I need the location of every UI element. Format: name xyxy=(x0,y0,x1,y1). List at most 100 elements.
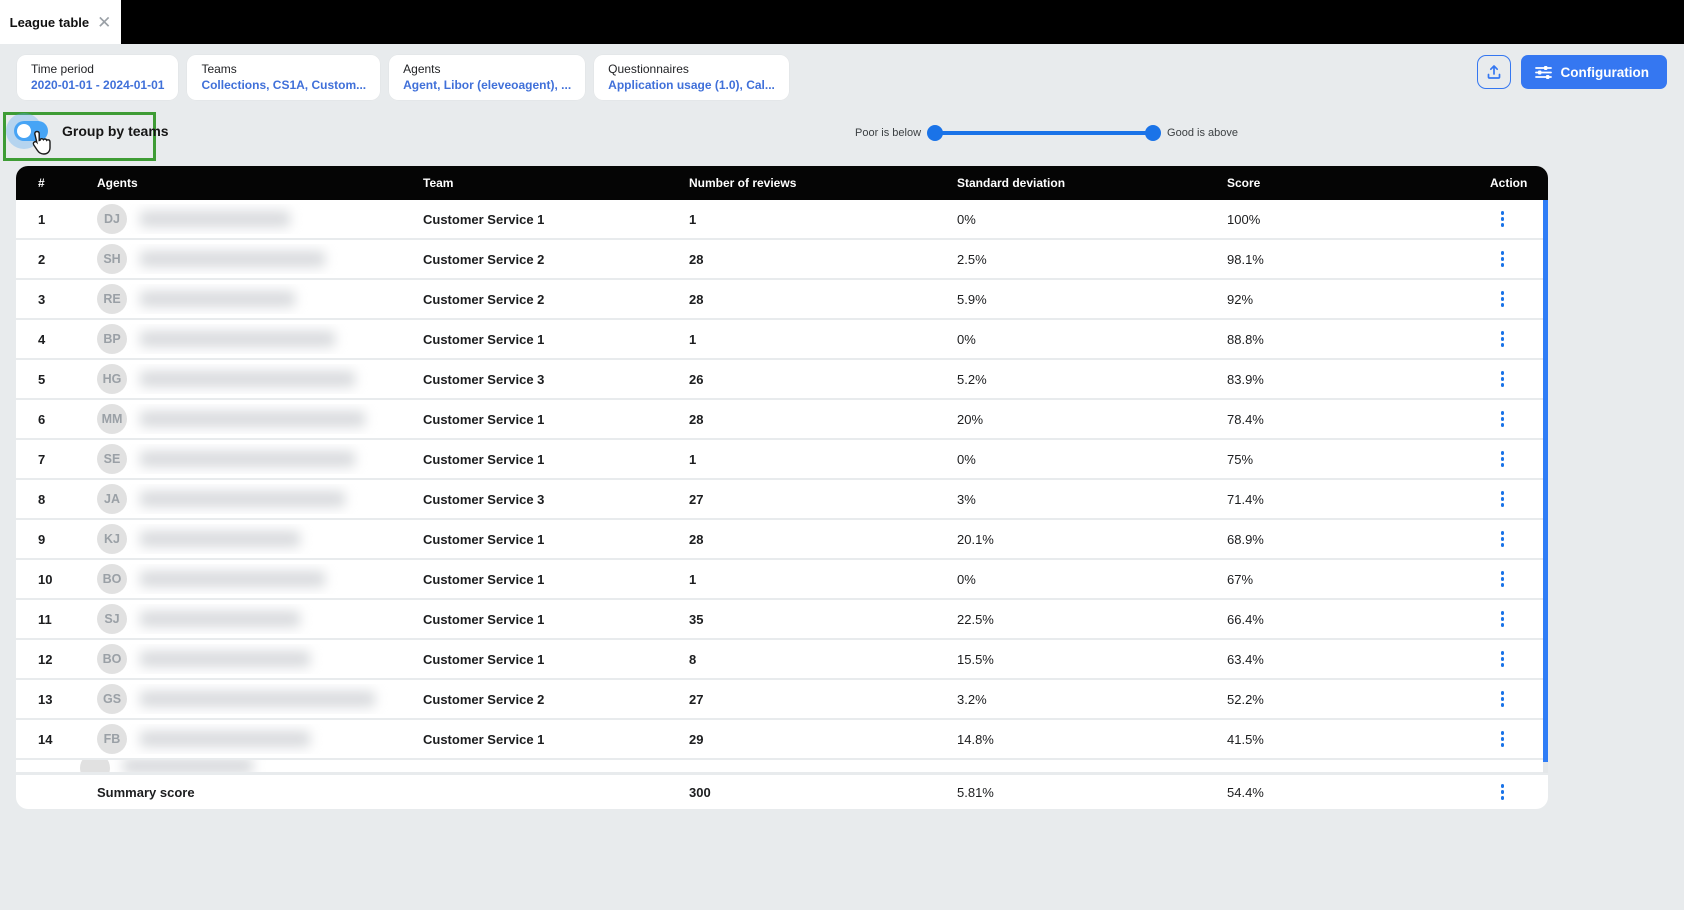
stddev-cell: 0% xyxy=(957,451,976,467)
reviews-cell: 35 xyxy=(689,611,704,627)
export-button[interactable] xyxy=(1476,55,1511,89)
score-cell: 83.9% xyxy=(1227,371,1264,387)
action-cell xyxy=(1473,208,1548,230)
agent-name-redacted xyxy=(140,291,295,307)
row-rank: 1 xyxy=(38,211,46,227)
row-actions-menu-icon[interactable] xyxy=(1490,288,1515,310)
action-cell xyxy=(1473,448,1548,470)
row-actions-menu-icon[interactable] xyxy=(1490,408,1515,430)
row-actions-menu-icon[interactable] xyxy=(1490,688,1515,710)
table-row: 7 SE Customer Service 1 1 0% 75% xyxy=(16,440,1548,478)
row-actions-menu-icon[interactable] xyxy=(1490,368,1515,390)
toggle-knob xyxy=(17,124,31,138)
group-by-teams-toggle[interactable] xyxy=(6,113,48,149)
score-cell: 92% xyxy=(1227,291,1254,307)
reviews-cell: 28 xyxy=(689,291,704,307)
agent-name-redacted xyxy=(140,531,300,547)
reviews-cell: 8 xyxy=(689,651,697,667)
close-icon[interactable]: ✕ xyxy=(97,12,112,32)
action-cell xyxy=(1473,528,1548,550)
stddev-cell: 2.5% xyxy=(957,251,987,267)
stddev-cell: 22.5% xyxy=(957,611,994,627)
team-cell: Customer Service 1 xyxy=(423,571,545,587)
agent-cell: KJ xyxy=(80,524,406,554)
configuration-button[interactable]: Configuration xyxy=(1520,55,1667,89)
table-row: 9 KJ Customer Service 1 28 20.1% 68.9% xyxy=(16,520,1548,558)
filter-time-period[interactable]: Time period 2020-01-01 - 2024-01-01 xyxy=(17,55,179,100)
agent-cell: SE xyxy=(80,444,406,474)
agent-cell: FB xyxy=(80,724,406,754)
avatar: BO xyxy=(97,564,127,594)
row-rank: 6 xyxy=(38,411,46,427)
row-actions-menu-icon[interactable] xyxy=(1490,208,1515,230)
action-cell xyxy=(1473,328,1548,350)
team-cell: Customer Service 1 xyxy=(423,331,545,347)
stddev-cell: 0% xyxy=(957,331,976,347)
row-rank: 5 xyxy=(38,371,46,387)
filter-value: Agent, Libor (eleveoagent), ... xyxy=(403,78,572,92)
filter-agents[interactable]: Agents Agent, Libor (eleveoagent), ... xyxy=(389,55,586,100)
table-scrollbar[interactable] xyxy=(1543,200,1548,773)
avatar xyxy=(80,760,110,772)
row-actions-menu-icon[interactable] xyxy=(1490,448,1515,470)
stddev-cell: 0% xyxy=(957,211,976,227)
action-cell xyxy=(1473,568,1548,590)
row-actions-menu-icon[interactable] xyxy=(1490,488,1515,510)
row-rank: 9 xyxy=(38,531,46,547)
team-cell: Customer Service 1 xyxy=(423,611,545,627)
slider-handle-good[interactable] xyxy=(1145,125,1162,141)
row-rank: 10 xyxy=(38,571,53,587)
slider-handle-poor[interactable] xyxy=(927,125,944,141)
row-actions-menu-icon[interactable] xyxy=(1490,248,1515,270)
agent-name-redacted xyxy=(140,611,300,627)
configuration-label: Configuration xyxy=(1560,64,1649,80)
row-actions-menu-icon[interactable] xyxy=(1490,528,1515,550)
row-actions-menu-icon[interactable] xyxy=(1490,608,1515,630)
avatar: MM xyxy=(97,404,127,434)
agent-name-redacted xyxy=(140,571,325,587)
team-cell: Customer Service 1 xyxy=(423,731,545,747)
filter-questionnaires[interactable]: Questionnaires Application usage (1.0), … xyxy=(594,55,789,100)
row-rank: 3 xyxy=(38,291,46,307)
table-row: 3 RE Customer Service 2 28 5.9% 92% xyxy=(16,280,1548,318)
avatar: BP xyxy=(97,324,127,354)
agent-name-redacted xyxy=(140,491,345,507)
filter-value: Collections, CS1A, Custom... xyxy=(201,78,367,92)
avatar: RE xyxy=(97,284,127,314)
team-cell: Customer Service 1 xyxy=(423,531,545,547)
team-cell: Customer Service 1 xyxy=(423,451,545,467)
table-row: 5 HG Customer Service 3 26 5.2% 83.9% xyxy=(16,360,1548,398)
agent-cell: BP xyxy=(80,324,406,354)
threshold-slider: Poor is below Good is above xyxy=(855,124,1238,142)
table-row: 4 BP Customer Service 1 1 0% 88.8% xyxy=(16,320,1548,358)
agent-name-redacted xyxy=(140,251,325,267)
stddev-cell: 5.9% xyxy=(957,291,987,307)
agent-cell: DJ xyxy=(80,204,406,234)
tab-league-table[interactable]: League table ✕ xyxy=(0,0,121,44)
filter-teams[interactable]: Teams Collections, CS1A, Custom... xyxy=(187,55,381,100)
reviews-cell: 1 xyxy=(689,451,697,467)
row-actions-menu-icon[interactable] xyxy=(1490,568,1515,590)
row-actions-menu-icon[interactable] xyxy=(1490,648,1515,670)
action-cell xyxy=(1473,688,1548,710)
filter-value: 2020-01-01 - 2024-01-01 xyxy=(31,78,165,92)
team-cell: Customer Service 1 xyxy=(423,211,545,227)
agent-cell: BO xyxy=(80,564,406,594)
row-rank: 12 xyxy=(38,651,53,667)
scrollbar-thumb[interactable] xyxy=(1543,200,1548,762)
col-agents: Agents xyxy=(97,176,138,190)
summary-score: 54.4% xyxy=(1227,784,1264,800)
filter-label: Agents xyxy=(403,62,441,76)
avatar: JA xyxy=(97,484,127,514)
slider-track[interactable] xyxy=(927,124,1162,142)
summary-actions-menu-icon[interactable] xyxy=(1490,781,1515,803)
row-actions-menu-icon[interactable] xyxy=(1490,728,1515,750)
top-bar: League table ✕ xyxy=(0,0,1684,44)
table-row: 2 SH Customer Service 2 28 2.5% 98.1% xyxy=(16,240,1548,278)
agent-cell: RE xyxy=(80,284,406,314)
row-actions-menu-icon[interactable] xyxy=(1490,328,1515,350)
agent-name-redacted xyxy=(140,731,310,747)
action-cell xyxy=(1473,248,1548,270)
table-body: 1 DJ Customer Service 1 1 0% 10 0% 2 SH Customer … xyxy=(16,200,1548,772)
reviews-cell: 27 xyxy=(689,491,704,507)
